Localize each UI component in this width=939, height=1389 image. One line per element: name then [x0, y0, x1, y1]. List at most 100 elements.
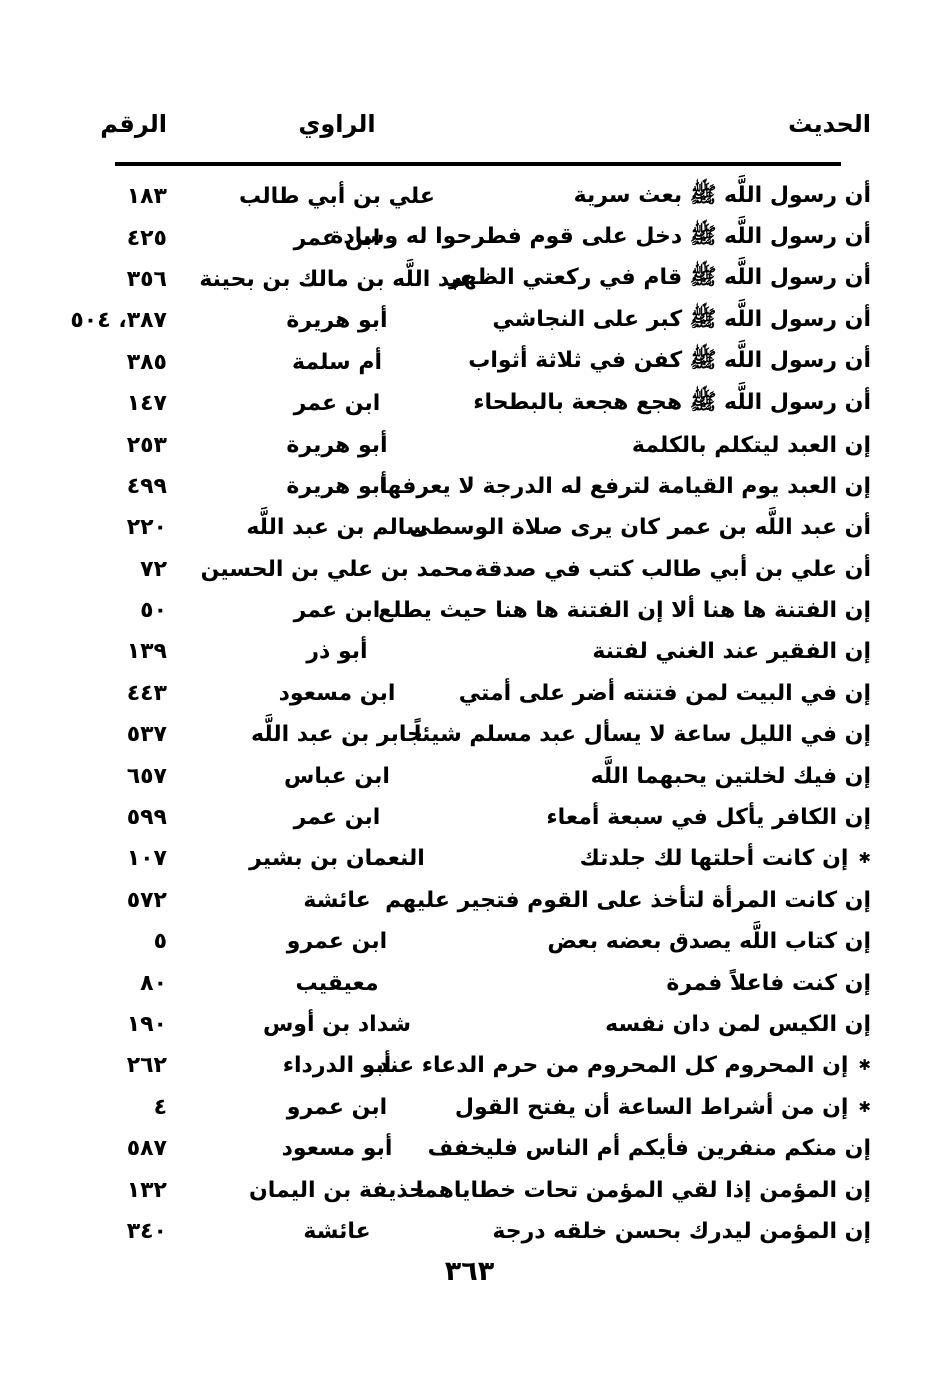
hadith-cell: إن الكيس لمن دان نفسه [507, 1012, 871, 1037]
number-cell: ١٣٢ [126, 1177, 167, 1203]
table-row: إن العبد يوم القيامة لترفع له الدرجة لا … [85, 466, 871, 507]
table-row: إن في البيت لمن فتنته أضر على أمتي ابن م… [85, 673, 871, 714]
index-table: الحديث الراوي الرقم أن رسول اللَّه ﷺ بعث… [70, 110, 871, 1252]
table-row: إن منكم منفرين فأيكم أم الناس فليخفف أبو… [85, 1128, 871, 1169]
narrator-cell: أبو ذر [306, 639, 368, 665]
table-row: إن كتاب اللَّه يصدق بعضه بعض ابن عمرو ٥ [85, 921, 871, 962]
column-header-hadith: الحديث [788, 110, 871, 138]
hadith-text: إن العبد يوم القيامة لترفع له الدرجة لا … [379, 473, 871, 499]
hadith-text: إن العبد ليتكلم بالكلمة [631, 432, 871, 458]
hadith-cell: إن العبد يوم القيامة لترفع له الدرجة لا … [379, 474, 871, 499]
page-number: ٣٦٣ [444, 1256, 495, 1287]
narrator-cell: عائشة [303, 887, 371, 913]
hadith-text: إن الكافر يأكل في سبعة أمعاء [546, 805, 871, 831]
hadith-text: أن رسول اللَّه ﷺ بعث سرية [573, 182, 871, 208]
number-cell: ١٤٧ [126, 391, 167, 417]
number-cell: ١٨٣ [126, 184, 167, 210]
hadith-cell: ✱ إن المحروم كل المحروم من حرم الدعاء عند [377, 1053, 871, 1078]
hadith-text: إن الكيس لمن دان نفسه [605, 1012, 871, 1037]
narrator-cell: أبو هريرة [286, 432, 388, 458]
hadith-cell: ✱ إن من أشراط الساعة أن يفتح القول [455, 1095, 871, 1120]
hadith-text: أن رسول اللَّه ﷺ كبر على النجاشي [492, 306, 871, 332]
hadith-text: إن المؤمن ليدرك بحسن خلقه درجة [492, 1218, 871, 1244]
number-cell: ٦٥٧ [126, 763, 167, 789]
narrator-cell: أبو هريرة [286, 473, 388, 499]
narrator-cell: علي بن أبي طالب [239, 184, 435, 210]
hadith-cell: إن الفتنة ها هنا ألا إن الفتنة ها هنا حي… [378, 598, 871, 623]
hadith-text: إن كتاب اللَّه يصدق بعضه بعض [547, 929, 871, 955]
table-row: أن رسول اللَّه ﷺ كفن في ثلاثة أثواب أم س… [85, 342, 871, 383]
table-row: إن كانت المرأة لتأخذ على القوم فتجير علي… [85, 880, 871, 921]
hadith-cell: إن في الليل ساعة لا يسأل عبد مسلم شيئاً [414, 722, 871, 747]
number-cell: ٥٨٧ [126, 1136, 167, 1162]
table-row: إن الكيس لمن دان نفسه شداد بن أوس ١٩٠ [85, 1004, 871, 1045]
hadith-cell: إن المؤمن ليدرك بحسن خلقه درجة [492, 1219, 871, 1244]
narrator-cell: عبد اللَّه بن مالك بن بحينة [199, 266, 475, 292]
narrator-cell: حذيفة بن اليمان [249, 1177, 425, 1203]
star-marker-icon: ✱ [858, 1056, 871, 1075]
narrator-cell: عائشة [303, 1218, 371, 1244]
table-row: أن عبد اللَّه بن عمر كان يرى صلاة الوسطى… [85, 507, 871, 548]
table-row: ✱ إن المحروم كل المحروم من حرم الدعاء عند… [85, 1045, 871, 1086]
hadith-cell: أن علي بن أبي طالب كتب في صدقة [475, 557, 871, 582]
narrator-cell: معيقيب [295, 970, 379, 996]
hadith-text: أن رسول اللَّه ﷺ هجع هجعة بالبطحاء [473, 389, 871, 415]
hadith-text: أن رسول اللَّه ﷺ قام في ركعتي الظهر [449, 265, 871, 291]
narrator-cell: ابن عباس [284, 763, 390, 789]
narrator-cell: ابن عمرو [286, 1094, 388, 1120]
hadith-cell: أن رسول اللَّه ﷺ دخل على قوم فطرحوا له و… [330, 222, 871, 254]
table-row: إن المؤمن ليدرك بحسن خلقه درجة عائشة ٣٤٠ [85, 1211, 871, 1252]
hadith-text: إن في البيت لمن فتنته أضر على أمتي [458, 680, 871, 706]
hadith-cell: إن الكافر يأكل في سبعة أمعاء [507, 805, 871, 830]
table-row: إن فيك لخلتين يحبهما اللَّه ابن عباس ٦٥٧ [85, 755, 871, 796]
number-cell: ٣٨٥ [126, 349, 167, 375]
table-row: إن في الليل ساعة لا يسأل عبد مسلم شيئاً … [85, 714, 871, 755]
number-cell: ٨٠ [140, 970, 167, 996]
number-cell: ١٣٩ [126, 639, 167, 665]
hadith-cell: إن كنت فاعلاً فمرة [507, 971, 871, 996]
hadith-cell: ✱ إن كانت أحلتها لك جلدتك [507, 846, 871, 871]
number-cell: ٧٢ [140, 556, 167, 582]
table-row: أن رسول اللَّه ﷺ كبر على النجاشي أبو هري… [70, 300, 871, 341]
column-header-number: الرقم [100, 110, 167, 138]
table-row: إن الفتنة ها هنا ألا إن الفتنة ها هنا حي… [85, 590, 871, 631]
narrator-cell: أم سلمة [291, 349, 383, 375]
hadith-text: إن الفقير عند الغني لفتنة [592, 639, 871, 665]
hadith-cell: إن في البيت لمن فتنته أضر على أمتي [459, 681, 871, 706]
header-divider [115, 162, 841, 166]
hadith-cell: إن فيك لخلتين يحبهما اللَّه [507, 764, 871, 789]
hadith-text: إن المحروم كل المحروم من حرم الدعاء عند [377, 1053, 849, 1079]
number-cell: ٢٥٣ [126, 432, 167, 458]
hadith-cell: إن منكم منفرين فأيكم أم الناس فليخفف [428, 1136, 871, 1161]
narrator-cell: ابن مسعود [278, 680, 396, 706]
hadith-text: إن كانت المرأة لتأخذ على القوم فتجير علي… [385, 887, 871, 913]
hadith-text: إن فيك لخلتين يحبهما اللَّه [590, 763, 871, 789]
table-row: إن الكافر يأكل في سبعة أمعاء ابن عمر ٥٩٩ [85, 797, 871, 838]
hadith-cell: أن رسول اللَّه ﷺ هجع هجعة بالبطحاء [473, 388, 871, 420]
hadith-cell: إن العبد ليتكلم بالكلمة [507, 433, 871, 458]
hadith-cell: إن كتاب اللَّه يصدق بعضه بعض [507, 929, 871, 954]
number-cell: ٥٧٢ [126, 887, 167, 913]
narrator-cell: أبو الدرداء [282, 1053, 392, 1079]
narrator-cell: ابن عمرو [286, 929, 388, 955]
narrator-cell: محمد بن علي بن الحسين [200, 556, 474, 582]
number-cell: ٥٣٧ [126, 722, 167, 748]
hadith-cell: أن عبد اللَّه بن عمر كان يرى صلاة الوسطى [409, 515, 871, 540]
hadith-text: إن الفتنة ها هنا ألا إن الفتنة ها هنا حي… [378, 598, 871, 624]
number-cell: ٤٢٥ [126, 225, 167, 251]
table-row: إن كنت فاعلاً فمرة معيقيب ٨٠ [85, 962, 871, 1003]
hadith-text: أن علي بن أبي طالب كتب في صدقة [474, 556, 871, 582]
table-row: أن رسول اللَّه ﷺ بعث سرية علي بن أبي طال… [85, 176, 871, 217]
table-row: أن رسول اللَّه ﷺ دخل على قوم فطرحوا له و… [85, 217, 871, 258]
table-row: إن العبد ليتكلم بالكلمة أبو هريرة ٢٥٣ [85, 424, 871, 465]
narrator-cell: أبو مسعود [281, 1136, 393, 1162]
narrator-cell: سالم بن عبد اللَّه [246, 515, 428, 541]
hadith-cell: إن الفقير عند الغني لفتنة [507, 639, 871, 664]
number-cell: ٢٢٠ [126, 515, 167, 541]
hadith-text: أن رسول اللَّه ﷺ كفن في ثلاثة أثواب [468, 348, 871, 374]
table-row: ✱ إن من أشراط الساعة أن يفتح القول ابن عم… [85, 1087, 871, 1128]
table-row: أن رسول اللَّه ﷺ هجع هجعة بالبطحاء ابن ع… [85, 383, 871, 424]
column-header-narrator: الراوي [298, 110, 376, 138]
number-cell: ٣٥٦ [126, 266, 167, 292]
star-marker-icon: ✱ [858, 849, 871, 868]
